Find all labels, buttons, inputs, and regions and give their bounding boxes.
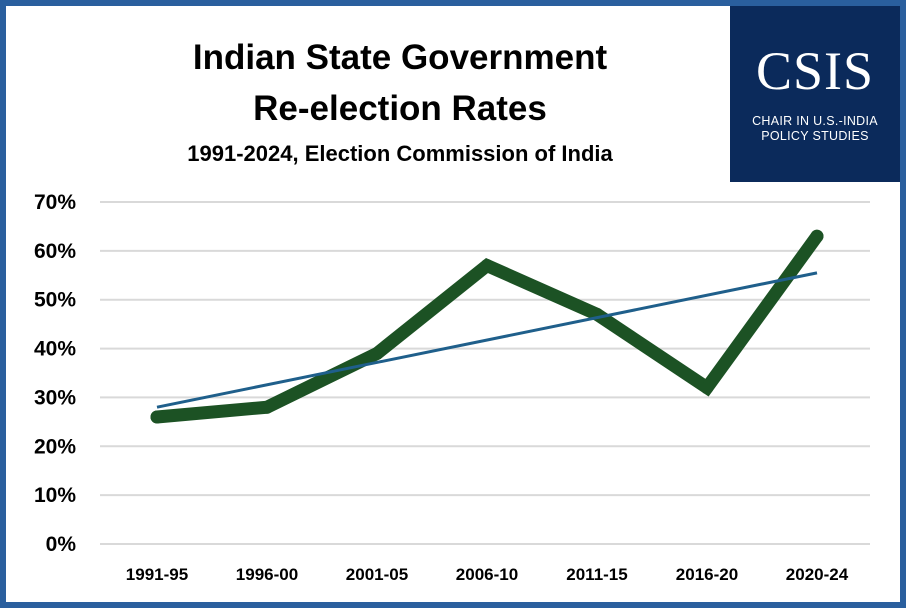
x-axis-ticks: 1991-95 1996-00 2001-05 2006-10 2011-15 2016-… [126,565,849,584]
data-point [810,229,824,243]
logo-wordmark: CSIS [755,41,875,101]
x-tick-label: 1996-00 [236,565,298,584]
x-tick-label: 2016-20 [676,565,738,584]
x-tick-label: 2001-05 [346,565,408,584]
y-tick-label: 60% [34,240,76,263]
chart-title-line-2: Re-election Rates [253,89,547,128]
y-tick-label: 50% [34,289,76,312]
gridlines [100,201,870,545]
logo-tagline-1: CHAIR IN U.S.-INDIA [752,114,878,128]
y-tick-label: 20% [34,435,76,458]
trendline [156,271,818,409]
trendline-group [156,271,818,409]
chart-title-line-1: Indian State Government [192,38,608,77]
x-tick-label: 2006-10 [456,565,518,584]
csis-logo: CSIS CHAIR IN U.S.-INDIA POLICY STUDIES [730,6,900,182]
logo-tagline-2: POLICY STUDIES [761,129,869,143]
y-tick-label: 10% [34,484,76,507]
data-point [700,381,714,395]
x-tick-label: 2011-15 [566,565,627,584]
y-tick-label: 40% [34,338,76,361]
series-group [150,229,824,424]
data-point [150,410,164,424]
x-tick-label: 1991-95 [126,565,188,584]
data-point [370,346,384,360]
y-tick-label: 70% [34,191,76,214]
x-tick-label: 2020-24 [786,565,849,584]
y-tick-label: 30% [34,386,76,409]
y-axis-ticks: 0% 10% 20% 30% 40% 50% 60% 70% [34,191,76,556]
y-tick-label: 0% [46,533,77,556]
chart-subtitle: 1991-2024, Election Commission of India [187,141,613,166]
data-point [480,259,494,273]
data-point [260,400,274,414]
